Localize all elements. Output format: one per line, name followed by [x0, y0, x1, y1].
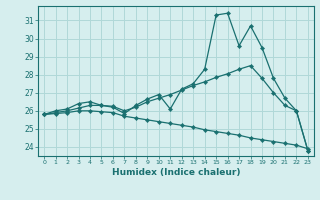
X-axis label: Humidex (Indice chaleur): Humidex (Indice chaleur) [112, 168, 240, 177]
